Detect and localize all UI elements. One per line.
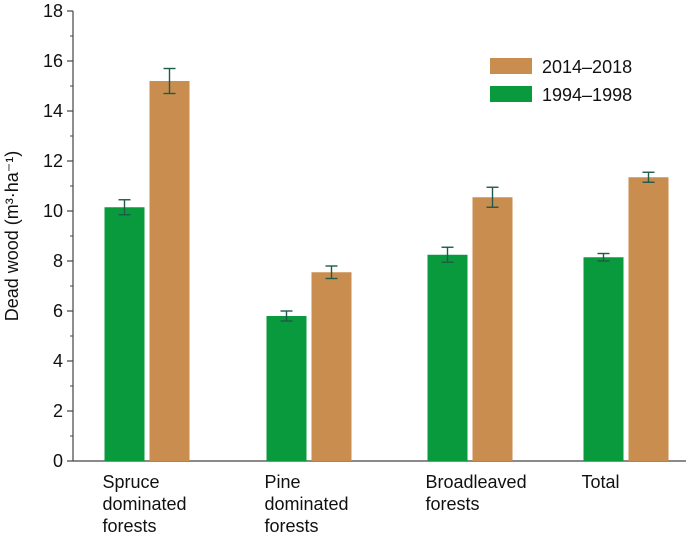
y-tick-label: 18 [43, 1, 63, 21]
y-tick-label: 16 [43, 51, 63, 71]
y-tick-label: 8 [53, 251, 63, 271]
x-category-label-line: Pine [265, 472, 301, 492]
y-tick-label: 10 [43, 201, 63, 221]
bar [104, 207, 145, 461]
x-category-label: Spruce dominated forests [103, 472, 187, 536]
bar [472, 197, 513, 461]
bar [427, 254, 468, 461]
x-category-label-line: dominated [265, 494, 349, 514]
bar [583, 257, 624, 461]
y-tick-label: 0 [53, 451, 63, 471]
bar [266, 316, 307, 461]
x-category-label-line: Broadleaved [426, 472, 527, 492]
y-tick-label: 2 [53, 401, 63, 421]
legend-label: 1994–1998 [542, 85, 632, 105]
y-tick-label: 4 [53, 351, 63, 371]
bar [149, 81, 190, 461]
legend-label: 2014–2018 [542, 57, 632, 77]
x-category-label-line: forests [426, 494, 480, 514]
x-category-label-line: Total [582, 472, 620, 492]
x-category-label: Total [582, 472, 620, 492]
legend-swatch [490, 86, 532, 102]
x-category-label-line: forests [265, 516, 319, 536]
x-category-label-line: Spruce [103, 472, 160, 492]
y-tick-label: 12 [43, 151, 63, 171]
x-category-label: Pine dominated forests [265, 472, 349, 536]
x-category-label-line: dominated [103, 494, 187, 514]
y-tick-label: 6 [53, 301, 63, 321]
x-category-label: Broadleaved forests [426, 472, 527, 514]
legend-swatch [490, 58, 532, 74]
y-axis-title: Dead wood (m³·ha⁻¹) [2, 151, 22, 322]
y-tick-label: 14 [43, 101, 63, 121]
bar [311, 272, 352, 461]
bar [628, 177, 669, 461]
x-category-label-line: forests [103, 516, 157, 536]
